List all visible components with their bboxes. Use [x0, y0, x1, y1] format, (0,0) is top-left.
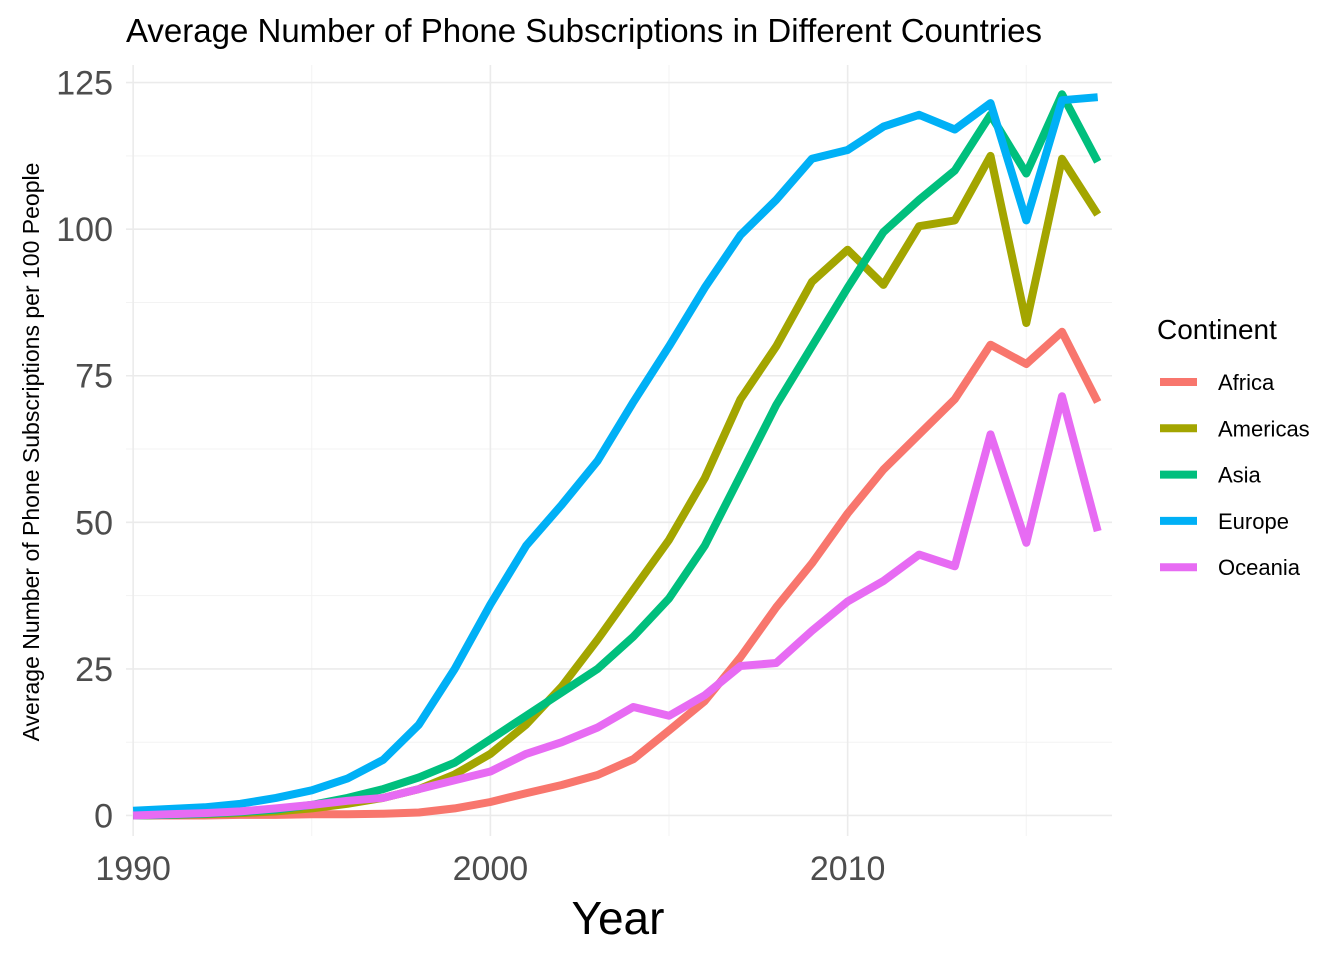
y-axis-title: Average Number of Phone Subscriptions pe…	[18, 163, 44, 742]
chart-title: Average Number of Phone Subscriptions in…	[126, 12, 1042, 49]
x-tick-labels: 1990 2000 2010	[95, 850, 885, 888]
legend-label: Oceania	[1218, 555, 1301, 580]
y-tick-labels: 0 25 50 75 100 125	[56, 65, 113, 836]
y-tick-label: 125	[56, 65, 113, 103]
minor-gridlines-y	[126, 155, 1112, 743]
legend-title: Continent	[1157, 314, 1277, 345]
legend-item-africa: Africa	[1160, 370, 1275, 395]
series-line-europe	[132, 93, 1099, 815]
legend-label: Europe	[1218, 509, 1289, 534]
x-axis-title: Year	[572, 892, 665, 944]
legend-label: Africa	[1218, 370, 1275, 395]
legend-label: Americas	[1218, 416, 1310, 441]
series-line-oceania	[132, 392, 1102, 820]
y-tick-label: 100	[56, 211, 113, 249]
y-tick-label: 50	[75, 504, 113, 542]
legend: Continent Africa Americas Asia Europe Oceani…	[1157, 314, 1310, 580]
legend-item-oceania: Oceania	[1160, 555, 1301, 580]
major-gridlines-x	[132, 65, 849, 836]
major-gridlines-y	[126, 81, 1112, 817]
series-layer	[132, 90, 1102, 820]
x-tick-label: 2010	[810, 850, 886, 888]
series-line-africa	[133, 327, 1102, 820]
minor-gridlines-x	[311, 65, 1027, 836]
legend-item-asia: Asia	[1160, 463, 1262, 488]
legend-item-americas: Americas	[1160, 416, 1310, 441]
x-tick-label: 2000	[453, 850, 529, 888]
y-tick-label: 75	[75, 358, 113, 396]
legend-label: Asia	[1218, 463, 1262, 488]
legend-item-europe: Europe	[1160, 509, 1289, 534]
series-line-asia	[133, 90, 1102, 820]
legend-items: Africa Americas Asia Europe Oceania	[1160, 370, 1310, 580]
x-tick-label: 1990	[95, 850, 171, 888]
y-tick-label: 0	[94, 797, 113, 835]
y-tick-label: 25	[75, 651, 113, 689]
